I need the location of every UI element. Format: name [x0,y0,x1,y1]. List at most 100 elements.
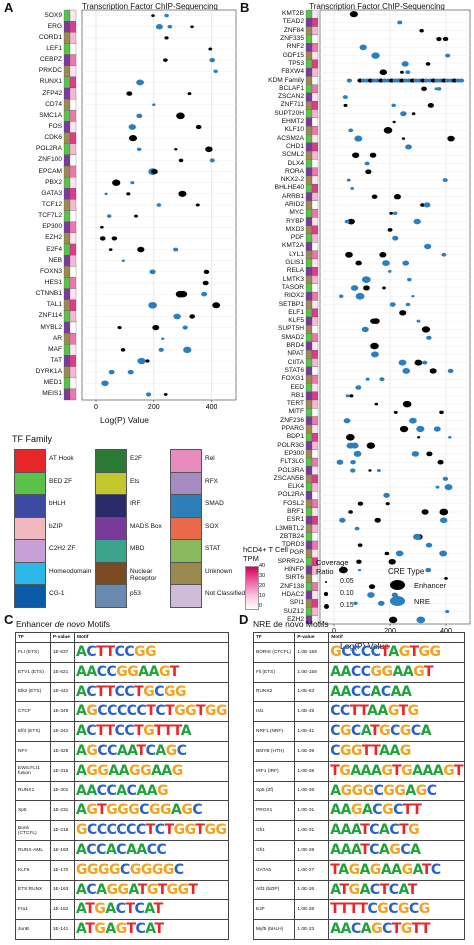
panelB-factor-label: ARRB1 [282,192,304,200]
panelB-family-cell [305,590,313,600]
table-row: Atf3 (bZIP) 1.0E-26 ATGACTCAT [252,879,465,901]
panelB-dot [343,103,348,107]
panelA-factor-label: TAT [50,357,62,364]
panelA-factor-label: RUNX1 [39,78,62,86]
panelB-tpm-cell [311,482,319,492]
tpm-tick: 0 [259,603,263,609]
panelB-factor-label: BHLHE40 [274,184,304,192]
panelB-family-cell [305,34,313,44]
panelB-plot-frame [319,9,471,625]
motif-logo: ACCACAACC [76,841,167,858]
panelB-family-cell [305,491,313,500]
motif-tf: E2F [252,899,296,921]
panelB-factor-label: ELK4 [287,483,304,491]
motif-logo: AACCGGAAGT [76,663,179,680]
panelB-dot [368,469,372,472]
motif-logo: GCCCCTAGTGG [330,644,441,660]
legend-label: Ets [130,477,140,485]
panelB-dot [393,410,398,414]
panelA-dot [155,24,163,30]
motif-logo-cell: ACCACAACC [74,839,229,861]
panelB-tpm-cell [311,208,319,218]
panel-c-table-wrap: TF P-value Motif FLI (ETS) 1E-637 ACTTCCGG ETV… [15,632,229,940]
motif-tf: Elk2 (ETS) [15,681,51,703]
panelB-family-cell [305,408,313,417]
panelB-dot [349,11,358,18]
panelA-factor-label: CD74 [45,100,62,108]
panelB-factor-label: NKX2-2 [280,176,304,184]
panelA-factor-label: MYBL2 [40,323,62,331]
panelB-tpm-cell [311,18,319,27]
panelB-dot [389,302,396,307]
panelB-tpm-cell [311,217,319,226]
motif-logo: AAATCACTG [330,822,420,839]
panelB-dot [338,294,344,298]
panelB-dot [350,468,356,473]
panelB-family-cell [305,267,313,276]
panelB-dot [349,394,354,398]
panelB-dot [379,377,385,382]
panelA-factor-label: TCF7L2 [38,212,62,220]
panelB-factor-label: NPAT [287,350,304,358]
panelB-factor-label: L3MBTL2 [275,524,304,532]
motif-tf: Sp5 (Zf) [252,780,296,802]
panelB-dot [348,128,354,133]
panelB-tpm-cell [311,67,319,77]
table-row: ETV1 (ETS) 1E-521 AACCGGAAGT [15,661,229,683]
panelB-family-cell [305,258,313,268]
panelB-factor-label: ZNF335 [280,35,304,43]
panelB-dot [388,616,398,624]
panelB-family-cell [305,184,313,193]
panelB-family-cell [305,208,313,218]
motif-logo: CGGTTAAG [330,742,411,759]
table-row: Gfi1 1.0E-28 AAATCAGCA [252,839,465,861]
panelB-tpm-cell [311,159,319,168]
legend-label: C2H2 ZF [49,545,76,552]
panelB-family-cell [305,18,313,27]
panelB-dot [365,377,370,381]
panelB-family-cell [305,67,313,77]
panelB-factor-label: FOSL2 [283,499,304,507]
legend-swatch [170,516,202,541]
cre-label: Enhancer [414,581,447,590]
panelB-dot [365,169,372,175]
panelB-tpm-cell [311,416,319,426]
panelB-dot [371,52,380,59]
legend-swatch [95,584,127,608]
panelB-dot [405,144,412,150]
motif-logo-cell: TGAAAGTGAAAGT [328,760,465,782]
panelA-dot [209,58,215,63]
panelB-tpm-cell [311,507,319,517]
panelB-dot [382,260,390,267]
panelA-xtick: 200 [148,404,160,411]
motif-tf: KLF5 [15,859,51,881]
motif-tf: ETV1 (ETS) [15,661,51,683]
panelB-family-cell [305,466,313,475]
panelB-tpm-cell [311,598,319,608]
panelB-tpm-cell [311,283,319,293]
panelB-factor-label: GDF15 [282,51,304,59]
panelB-factor-label: ZNF236 [280,416,304,424]
panelB-dot [374,517,381,523]
panelB-tpm-cell [311,101,319,110]
panelA-dot [164,36,169,40]
table-header-row: TF P-value Motif [15,632,229,643]
legend-label: Nuclear Receptor [130,567,157,582]
panelB-dot [344,219,350,224]
panelB-dot [405,70,411,75]
motif-logo: ACTTCCTGTTTA [76,723,192,740]
panelB-family-cell [305,175,313,185]
panelB-factor-label: LYL1 [289,250,304,258]
panelB-family-cell [305,424,313,434]
panel-d-table: TF P-value Motif BORIS (CTCFL) 1.0E-159 GCCCC… [252,632,465,940]
panelA-dot [208,47,213,51]
panelB-dot [355,385,362,390]
panelA-dot [137,357,146,365]
panelA-factor-label: CTNNB1 [35,290,62,298]
panelB-dot [391,103,396,108]
panelB-dot [439,508,449,516]
motif-pvalue: 1.0E-26 [294,879,330,901]
panelA-factor-label: CDK6 [44,134,62,142]
table-row: JunB 1E-141 ATGAGTCAT [15,919,229,940]
motif-logo-cell: AACCGGAAGT [74,661,229,683]
